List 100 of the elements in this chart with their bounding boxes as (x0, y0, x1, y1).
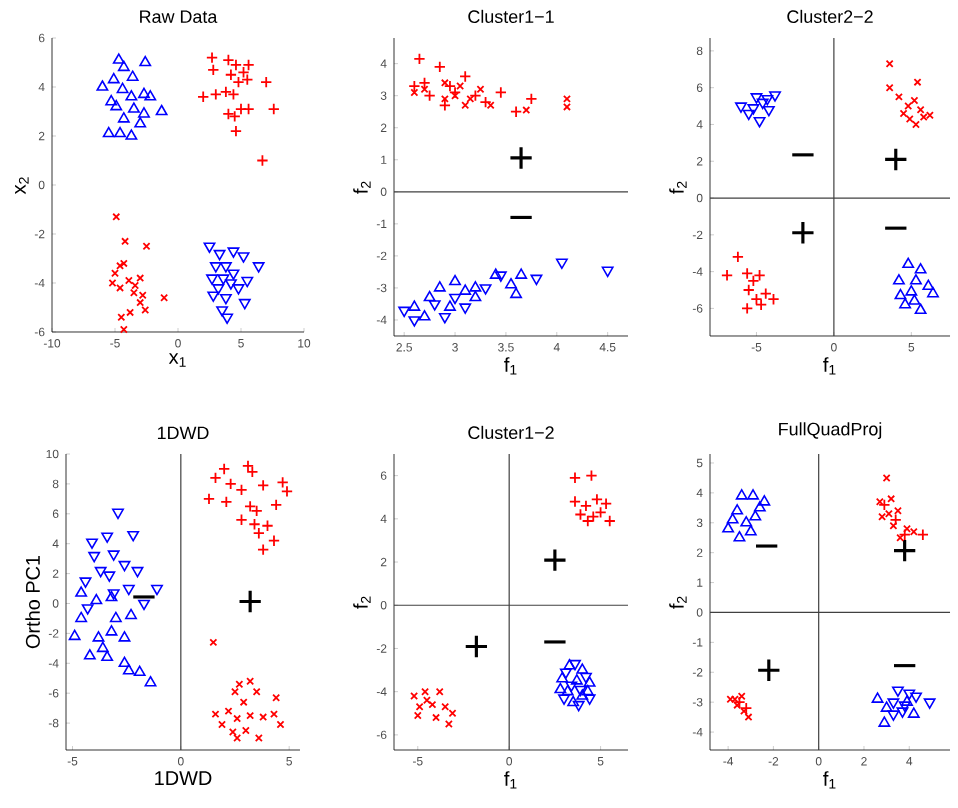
point (220, 495, 233, 508)
point (203, 242, 216, 254)
point (441, 702, 450, 711)
point (86, 538, 98, 549)
point (569, 659, 581, 671)
point (107, 550, 120, 561)
point (505, 277, 517, 289)
point (103, 571, 116, 582)
point (110, 99, 123, 111)
point (750, 93, 763, 104)
annotation: + (239, 590, 261, 613)
point (261, 519, 274, 532)
point (239, 698, 248, 707)
point (762, 105, 775, 117)
point (753, 116, 766, 128)
point (219, 85, 232, 98)
point (767, 293, 780, 306)
point (428, 300, 441, 311)
point (244, 500, 257, 513)
point (238, 298, 251, 310)
point (735, 102, 747, 113)
point (160, 293, 169, 302)
point (759, 287, 772, 300)
point (914, 303, 927, 315)
point (138, 599, 150, 611)
x-axis-title: f$_{1}$ (504, 357, 517, 375)
point (134, 116, 147, 128)
point (241, 459, 255, 473)
point (413, 711, 422, 720)
point (112, 508, 124, 520)
point (232, 284, 245, 295)
point (232, 76, 245, 89)
point (479, 284, 492, 295)
point (126, 70, 139, 81)
point (252, 687, 261, 696)
point (735, 489, 748, 500)
point (758, 495, 771, 506)
point (217, 274, 230, 285)
point (741, 267, 754, 280)
point (254, 734, 263, 743)
point (222, 107, 235, 121)
point (112, 212, 121, 221)
point (448, 86, 462, 99)
point (433, 60, 446, 73)
point (227, 247, 240, 258)
annotation: + (510, 147, 532, 169)
point (902, 257, 915, 269)
point (905, 114, 914, 123)
annotation: − (510, 215, 532, 219)
y-axis-title: f$_{2}$ (669, 181, 687, 194)
point (476, 85, 485, 94)
point (769, 91, 782, 102)
point (576, 689, 589, 700)
point (449, 274, 462, 286)
point (257, 543, 270, 556)
point (909, 274, 922, 285)
point (105, 94, 118, 106)
point (151, 584, 163, 596)
point (125, 129, 138, 140)
point (925, 111, 934, 120)
point (233, 734, 242, 743)
point (583, 694, 596, 705)
point (209, 262, 222, 273)
point (914, 263, 927, 274)
point (96, 641, 109, 653)
point (908, 294, 921, 305)
point (224, 68, 237, 81)
point (105, 625, 118, 636)
point (398, 306, 411, 318)
point (563, 658, 576, 670)
point (587, 510, 600, 523)
point (256, 154, 269, 167)
point (96, 80, 109, 91)
point (207, 291, 220, 303)
x-axis-title: f$_{1}$ (823, 771, 836, 789)
point (438, 99, 451, 112)
point (252, 262, 265, 273)
point (216, 306, 229, 317)
point (122, 663, 135, 675)
point (742, 109, 755, 121)
point (601, 266, 614, 278)
point (449, 293, 462, 305)
point (741, 302, 754, 315)
point (88, 551, 101, 563)
point (209, 638, 218, 647)
y-axis-title: x$_{2}$ (15, 177, 29, 195)
point (555, 258, 568, 270)
annotation: + (544, 549, 566, 571)
point (530, 274, 543, 286)
point (246, 465, 259, 479)
point (229, 125, 243, 138)
chart-title: Cluster1−2 (468, 425, 554, 440)
annotation: + (758, 659, 780, 681)
point (894, 288, 907, 300)
point (494, 271, 507, 282)
point (83, 649, 96, 660)
point (740, 515, 753, 527)
point (554, 682, 567, 694)
point (440, 78, 449, 87)
point (733, 696, 746, 709)
